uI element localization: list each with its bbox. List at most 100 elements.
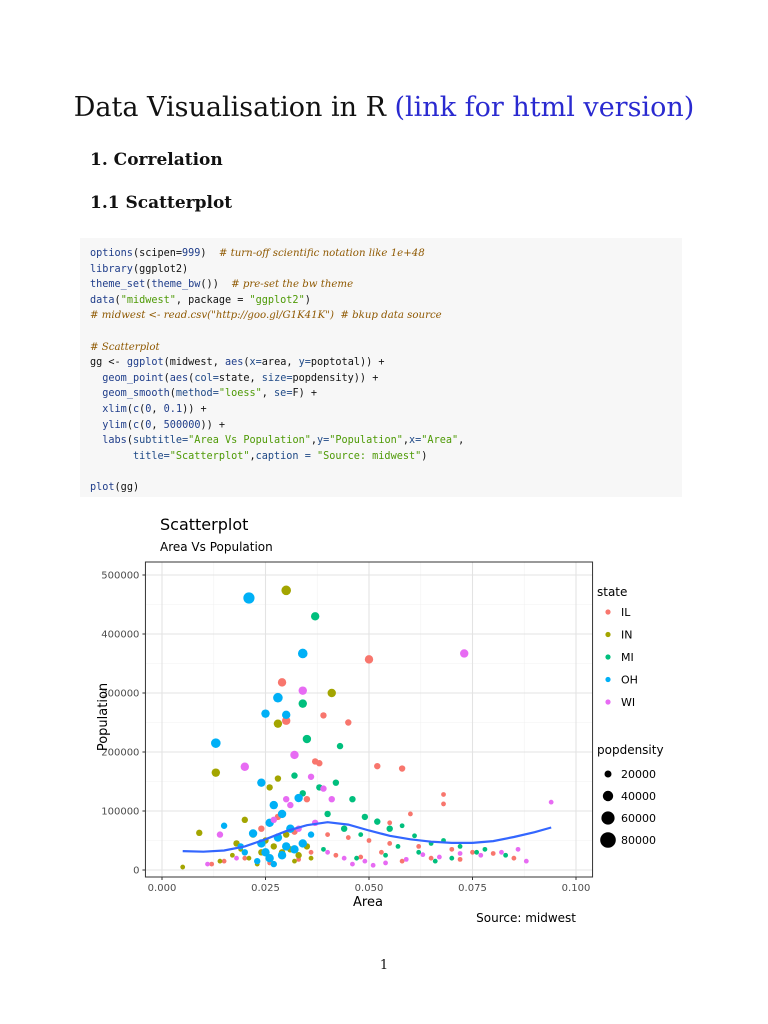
legend-size-key bbox=[602, 790, 614, 802]
code-token: (gg) bbox=[114, 481, 140, 493]
data-point-mi bbox=[298, 699, 307, 708]
data-point-wi bbox=[320, 785, 327, 792]
loess-smooth-line bbox=[182, 821, 552, 853]
code-token: # Scatterplot bbox=[90, 341, 160, 353]
x-tick-label: 0.075 bbox=[458, 883, 487, 894]
code-line: geom_point(aes(col=state, size=popdensit… bbox=[90, 371, 672, 387]
data-point-in bbox=[229, 852, 235, 858]
data-point-il bbox=[441, 792, 446, 797]
legend-key-in bbox=[605, 631, 611, 638]
code-token: popdensity)) + bbox=[292, 372, 379, 384]
code-token: "Area" bbox=[421, 435, 459, 447]
data-point-wi bbox=[436, 854, 442, 860]
data-point-oh bbox=[265, 854, 274, 863]
data-point-wi bbox=[523, 858, 529, 864]
code-token: F) + bbox=[292, 388, 317, 400]
data-point-il bbox=[320, 712, 327, 719]
html-version-link[interactable]: (link for html version) bbox=[394, 92, 695, 123]
data-point-wi bbox=[350, 861, 355, 867]
data-point-wi bbox=[234, 855, 239, 861]
code-token: "Population" bbox=[329, 435, 403, 447]
data-point-mi bbox=[332, 779, 340, 786]
code-token: subtitle= bbox=[132, 435, 189, 447]
data-point-il bbox=[379, 849, 384, 855]
data-point-mi bbox=[324, 810, 331, 818]
data-point-mi bbox=[386, 825, 393, 832]
code-line: plot(gg) bbox=[90, 480, 672, 496]
code-token bbox=[90, 373, 102, 384]
data-point-mi bbox=[412, 833, 417, 839]
data-point-wi bbox=[460, 649, 469, 658]
data-point-mi bbox=[482, 846, 488, 852]
code-token: , bbox=[261, 388, 275, 400]
code-token: xlim bbox=[102, 403, 127, 415]
code-token: ggplot bbox=[126, 357, 164, 369]
scatterplot-figure: Scatterplot Area Vs Population 0.000 0.02… bbox=[90, 510, 690, 930]
legend-label-il: IL bbox=[621, 606, 631, 619]
data-point-mi bbox=[349, 796, 356, 803]
legend-label-mi: MI bbox=[621, 651, 634, 664]
data-point-in bbox=[327, 688, 336, 698]
data-point-oh bbox=[261, 848, 270, 857]
y-tick-label: 200000 bbox=[101, 748, 139, 759]
data-point-il bbox=[416, 844, 422, 849]
data-point-il bbox=[490, 851, 496, 856]
data-point-wi bbox=[478, 852, 484, 858]
data-point-in bbox=[274, 775, 282, 782]
code-token: "Source: midwest" bbox=[316, 450, 422, 462]
data-point-il bbox=[345, 835, 351, 840]
data-point-wi bbox=[325, 849, 330, 855]
data-point-mi bbox=[321, 846, 326, 852]
code-token: )) + bbox=[182, 403, 207, 415]
data-point-oh bbox=[282, 710, 291, 720]
data-point-il bbox=[282, 716, 291, 725]
data-point-wi bbox=[240, 762, 249, 771]
code-token: data bbox=[90, 294, 115, 306]
code-token: , package = bbox=[175, 294, 250, 306]
legend-key-mi bbox=[605, 654, 611, 660]
data-point-il bbox=[408, 811, 413, 817]
data-point-il bbox=[303, 796, 311, 803]
legend-size-key bbox=[604, 770, 612, 778]
data-point-wi bbox=[287, 801, 294, 809]
code-token: "Area Vs Population" bbox=[188, 435, 311, 447]
legend-label-in: IN bbox=[621, 629, 632, 642]
code-token: aes bbox=[169, 372, 189, 384]
x-tick-label: 0.100 bbox=[562, 883, 591, 894]
legend-title-state: state bbox=[597, 585, 627, 599]
data-point-oh bbox=[273, 692, 283, 703]
code-line: geom_smooth(method="loess", se=F) + bbox=[90, 386, 672, 402]
data-point-il bbox=[277, 678, 287, 687]
data-point-mi bbox=[383, 852, 388, 858]
data-point-oh bbox=[261, 709, 270, 718]
code-token: area, bbox=[261, 357, 299, 369]
scatterplot-chart: Scatterplot Area Vs Population 0.000 0.02… bbox=[96, 515, 664, 925]
code-token: ( bbox=[145, 279, 152, 291]
code-line: gg <- ggplot(midwest, aes(x=area, y=popt… bbox=[90, 355, 672, 371]
y-tick-label: 0 bbox=[133, 866, 139, 877]
data-point-in bbox=[273, 719, 283, 728]
x-tick-label: 0.000 bbox=[148, 883, 177, 894]
code-token: # turn-off scientific notation like 1e+4… bbox=[218, 248, 425, 259]
code-block: options(scipen=999) # turn-off scientifi… bbox=[80, 238, 682, 497]
data-point-il bbox=[449, 846, 455, 852]
data-point-il bbox=[358, 854, 364, 860]
page-number: 1 bbox=[379, 958, 389, 973]
code-token: labs bbox=[102, 435, 127, 447]
code-token: geom_point bbox=[102, 372, 164, 384]
data-point-il bbox=[209, 861, 215, 867]
data-point-oh bbox=[290, 845, 299, 854]
chart-title: Scatterplot bbox=[160, 515, 248, 534]
data-point-oh bbox=[220, 822, 228, 829]
code-token: "Scatterplot" bbox=[169, 450, 250, 462]
code-token: ) bbox=[304, 294, 311, 306]
data-point-il bbox=[325, 832, 330, 837]
code-token: # midwest <- read.csv("http://goo.gl/G1K… bbox=[90, 310, 442, 322]
code-token: options bbox=[90, 248, 133, 259]
code-line: title="Scatterplot",caption = "Source: m… bbox=[90, 449, 672, 465]
code-token: , bbox=[402, 435, 410, 447]
data-point-wi bbox=[216, 831, 224, 838]
data-point-oh bbox=[254, 857, 261, 865]
y-tick-label: 300000 bbox=[101, 689, 139, 700]
data-point-in bbox=[211, 768, 221, 777]
